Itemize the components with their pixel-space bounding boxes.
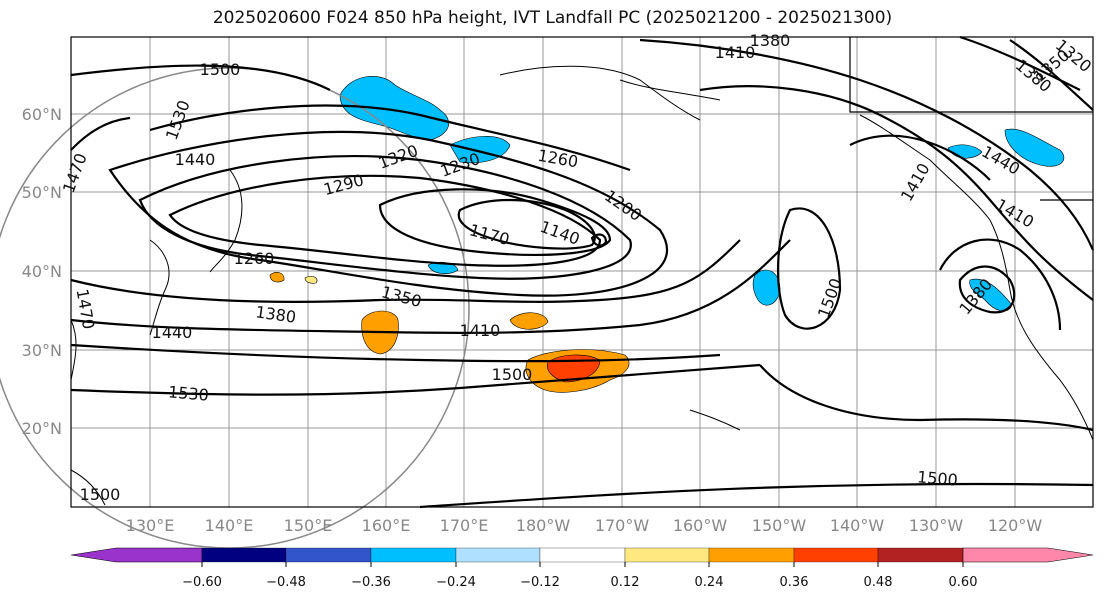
lat-label-30n: 30°N (22, 341, 62, 360)
colorbar-segment (285, 547, 372, 563)
contour-label: 1440 (152, 323, 193, 342)
lon-label: 170°E (440, 516, 489, 535)
colorbar-tick: 0.12 (611, 575, 640, 590)
map-border (70, 36, 1094, 508)
lon-label: 140°W (830, 516, 885, 535)
colorbar-tick-labels: −0.60 −0.48 −0.36 −0.24 −0.12 0.12 0.24 … (182, 575, 977, 590)
colorbar-tick: −0.36 (351, 575, 391, 590)
colorbar-segment (539, 547, 626, 563)
colorbar-tick: −0.60 (182, 575, 222, 590)
contour-label: 1410 (460, 321, 501, 340)
contour-label: 1380 (750, 31, 791, 50)
colorbar-tick: −0.24 (436, 575, 476, 590)
latitude-labels: 60°N 50°N 40°N 30°N 20°N (22, 105, 62, 438)
lat-label-20n: 20°N (22, 419, 62, 438)
colorbar-segment (793, 547, 879, 563)
lon-label: 160°E (362, 516, 411, 535)
colorbar-segment (708, 547, 795, 563)
colorbar-tick: 0.60 (949, 575, 978, 590)
contour-label: 1500 (80, 485, 121, 504)
map-title: 2025020600 F024 850 hPa height, IVT Land… (212, 8, 893, 28)
longitude-labels: 130°E 140°E 150°E 160°E 170°E 180°W 170°… (126, 516, 1043, 535)
colorbar-segment (877, 547, 964, 563)
lon-label: 140°E (205, 516, 254, 535)
lon-label: 160°W (673, 516, 728, 535)
lon-label: 180°W (516, 516, 571, 535)
contour-label: 1500 (916, 467, 958, 489)
colorbar-tick: 0.48 (864, 575, 893, 590)
colorbar-tick: 0.36 (780, 575, 809, 590)
lon-label: 150°W (752, 516, 807, 535)
colorbar-tick: −0.48 (266, 575, 306, 590)
lon-label: 130°E (126, 516, 175, 535)
contour-label: 1500 (200, 60, 241, 79)
lon-label: 120°W (988, 516, 1043, 535)
contour-label: 1440 (175, 150, 216, 169)
colorbar (70, 547, 1094, 567)
colorbar-segment (962, 547, 1094, 563)
lat-label-40n: 40°N (22, 262, 62, 281)
contour-label: 1410 (715, 43, 756, 62)
colorbar-segment (201, 547, 287, 563)
colorbar-segment (370, 547, 457, 563)
colorbar-segment (70, 547, 203, 563)
colorbar-tick: −0.12 (520, 575, 560, 590)
coastlines (70, 65, 1094, 506)
region-box (849, 37, 1093, 201)
colorbar-tick: 0.24 (695, 575, 724, 590)
lat-label-60n: 60°N (22, 105, 62, 124)
colorbar-segment (455, 547, 541, 563)
lon-label: 130°W (909, 516, 964, 535)
contour-label: 1500 (492, 365, 533, 384)
contour-label: 1260 (234, 249, 275, 268)
lon-label: 170°W (595, 516, 650, 535)
colorbar-segment (624, 547, 710, 563)
lat-label-50n: 50°N (22, 183, 62, 202)
lon-label: 150°E (284, 516, 333, 535)
contour-label: 1530 (167, 382, 209, 404)
height-contours (70, 35, 1095, 509)
